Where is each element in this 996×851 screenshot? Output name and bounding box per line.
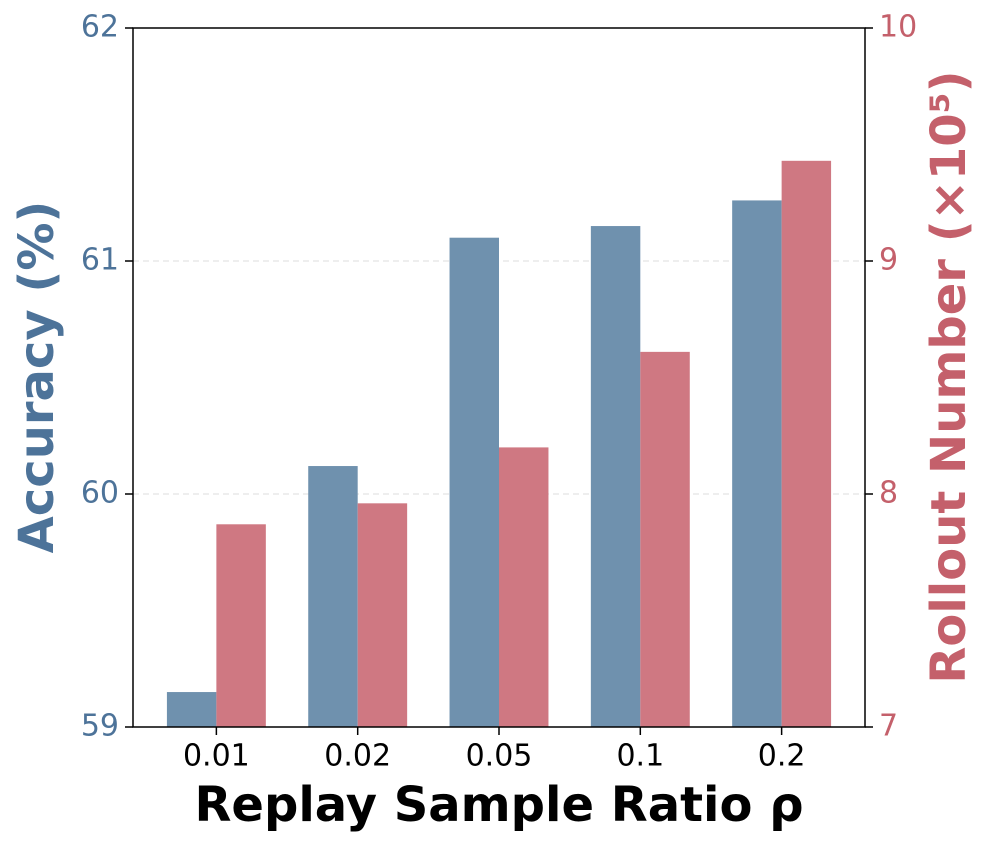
bar [499,447,549,727]
plot-frame [132,27,866,728]
bar [732,200,782,728]
bar [166,692,217,727]
bar [216,524,266,727]
y2-tick-label: 10 [879,10,917,45]
bar [449,237,499,727]
y2-tick-label: 7 [879,709,898,744]
bar [781,160,832,727]
y2-axis-label: Rollout Number (×10⁵) [921,70,977,683]
y-tick-label: 59 [81,709,119,744]
y-tick-label: 61 [81,243,119,278]
y-tick-label: 62 [81,10,119,45]
x-axis-label: Replay Sample Ratio ρ [194,777,803,833]
bar [640,351,690,727]
y-axis-label: Accuracy (%) [9,201,65,554]
bar [590,226,641,728]
bar [357,503,408,727]
x-tick-label: 0.02 [324,739,391,774]
x-tick-label: 0.05 [466,739,533,774]
bar [308,466,358,727]
x-tick-label: 0.2 [758,739,806,774]
x-tick-label: 0.1 [616,739,664,774]
y2-tick-label: 9 [879,243,898,278]
y-tick-label: 60 [81,476,119,511]
y2-tick-label: 8 [879,476,898,511]
x-tick-label: 0.01 [183,739,250,774]
